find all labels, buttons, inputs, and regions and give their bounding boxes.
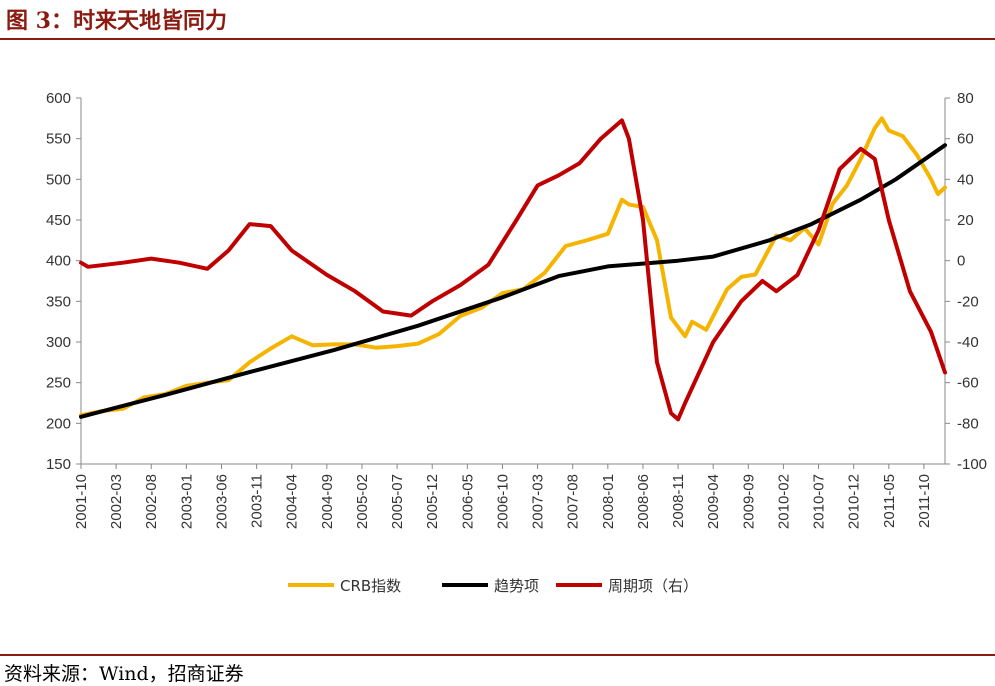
x-tick-label: 2010-02 bbox=[775, 474, 792, 529]
line-chart: 150200250300350400450500550600-100-80-60… bbox=[46, 90, 987, 595]
source-note: 资料来源：Wind，招商证券 bbox=[4, 663, 244, 685]
x-tick-label: 2008-06 bbox=[635, 474, 652, 529]
left-tick-label: 500 bbox=[46, 171, 71, 188]
x-tick-label: 2001-10 bbox=[73, 474, 90, 529]
left-tick-label: 350 bbox=[46, 293, 71, 310]
x-tick-label: 2011-10 bbox=[916, 474, 933, 528]
x-tick-label: 2007-03 bbox=[530, 474, 547, 529]
x-tick-label: 2008-11 bbox=[670, 474, 687, 528]
x-tick-label: 2004-09 bbox=[319, 474, 336, 529]
x-tick-label: 2011-05 bbox=[881, 474, 898, 528]
left-tick-label: 300 bbox=[46, 334, 71, 351]
x-tick-label: 2004-04 bbox=[284, 474, 301, 529]
legend-label-1: CRB指数 bbox=[340, 577, 401, 595]
x-tick-label: 2006-05 bbox=[459, 474, 476, 529]
left-tick-label: 150 bbox=[46, 456, 71, 473]
x-tick-label: 2010-12 bbox=[846, 474, 863, 529]
right-tick-label: -60 bbox=[957, 375, 979, 392]
left-tick-label: 200 bbox=[46, 415, 71, 432]
left-tick-label: 450 bbox=[46, 212, 71, 229]
x-tick-label: 2005-02 bbox=[354, 474, 371, 529]
figure-title: 图 3：时来天地皆同力 bbox=[6, 8, 227, 34]
source-rule bbox=[0, 654, 995, 656]
left-tick-label: 600 bbox=[46, 90, 71, 107]
left-tick-label: 400 bbox=[46, 253, 71, 270]
left-tick-label: 550 bbox=[46, 131, 71, 148]
x-tick-label: 2009-04 bbox=[705, 474, 722, 529]
x-tick-label: 2008-01 bbox=[600, 474, 617, 529]
x-tick-label: 2003-11 bbox=[249, 474, 266, 528]
series-line-2 bbox=[79, 143, 947, 419]
right-tick-label: 60 bbox=[957, 131, 974, 148]
x-tick-label: 2010-07 bbox=[811, 474, 828, 529]
right-tick-label: -20 bbox=[957, 293, 979, 310]
x-tick-label: 2002-08 bbox=[143, 474, 160, 529]
x-tick-label: 2007-08 bbox=[565, 474, 582, 529]
x-tick-label: 2006-10 bbox=[494, 474, 511, 529]
right-tick-label: -100 bbox=[957, 456, 987, 473]
chart-legend: CRB指数 趋势项 周期项（右） bbox=[288, 577, 698, 595]
x-tick-label: 2005-12 bbox=[424, 474, 441, 529]
x-tick-label: 2003-06 bbox=[213, 474, 230, 529]
x-tick-label: 2005-07 bbox=[389, 474, 406, 529]
x-tick-label: 2003-01 bbox=[178, 474, 195, 529]
x-tick-label: 2002-03 bbox=[108, 474, 125, 529]
series-layer bbox=[79, 116, 947, 422]
series-line-1 bbox=[79, 116, 947, 418]
right-tick-label: 20 bbox=[957, 212, 974, 229]
right-tick-label: 40 bbox=[957, 171, 974, 188]
legend-label-2: 趋势项 bbox=[494, 577, 539, 595]
right-tick-label: -80 bbox=[957, 415, 979, 432]
chart-axes: 150200250300350400450500550600-100-80-60… bbox=[46, 90, 987, 529]
right-tick-label: 0 bbox=[957, 253, 965, 270]
left-tick-label: 250 bbox=[46, 375, 71, 392]
title-rule bbox=[0, 38, 995, 40]
legend-label-3: 周期项（右） bbox=[608, 577, 698, 595]
right-tick-label: -40 bbox=[957, 334, 979, 351]
right-tick-label: 80 bbox=[957, 90, 974, 107]
series-line-3 bbox=[79, 118, 947, 422]
x-tick-label: 2009-09 bbox=[740, 474, 757, 529]
